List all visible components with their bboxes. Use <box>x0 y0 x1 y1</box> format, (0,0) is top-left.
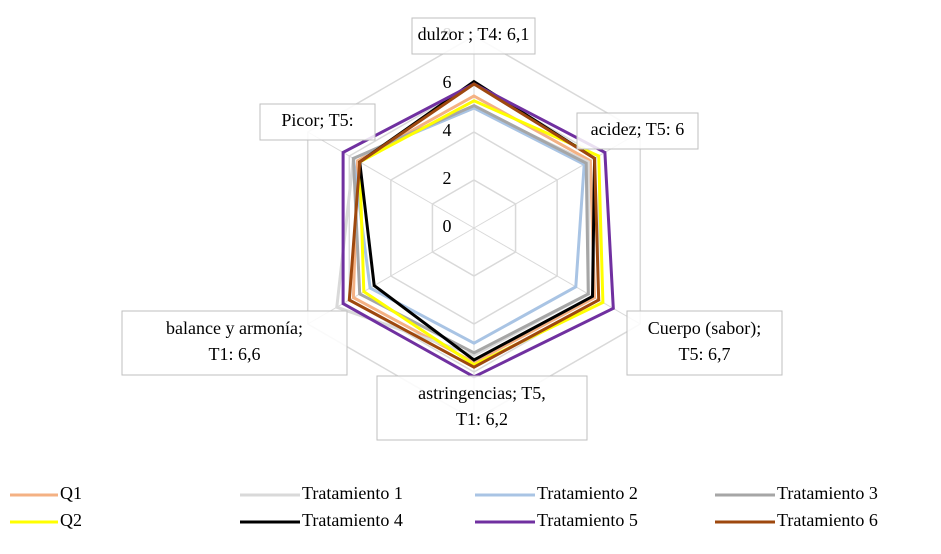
callout-label: balance y armonía; <box>166 318 303 338</box>
callout-label: dulzor ; T4: 6,1 <box>418 24 530 44</box>
legend-label: Tratamiento 5 <box>537 510 638 530</box>
legend-label: Tratamiento 1 <box>302 483 403 503</box>
callout-box <box>259 103 376 141</box>
grid-ring <box>390 131 558 325</box>
callout-box <box>121 310 348 376</box>
tick-label: 6 <box>443 72 452 92</box>
grid-ring <box>431 179 517 277</box>
callout-label: T5: 6,7 <box>679 344 731 364</box>
legend-label: Tratamiento 2 <box>537 483 638 503</box>
tick-label: 0 <box>443 216 452 236</box>
series-line <box>351 103 590 355</box>
callout-label: Picor; T5: <box>281 110 353 130</box>
tick-label: 4 <box>443 120 452 140</box>
callout-label: Cuerpo (sabor); <box>648 318 761 339</box>
legend-label: Tratamiento 3 <box>777 483 878 503</box>
series-line <box>347 82 601 369</box>
callout-box <box>576 112 699 150</box>
callout-label: acidez; T5: 6 <box>591 119 685 139</box>
tick-label: 2 <box>443 168 452 188</box>
callout-box <box>376 375 588 441</box>
callout-label: T1: 6,6 <box>209 344 261 364</box>
callout-label: T1: 6,2 <box>456 409 508 429</box>
legend-label: Q2 <box>60 510 82 530</box>
callout-box <box>411 17 536 55</box>
series-line <box>351 94 597 365</box>
legend-label: Tratamiento 4 <box>302 510 403 530</box>
legend-label: Q1 <box>60 483 82 503</box>
callout-label: astringencias; T5, <box>418 383 546 403</box>
legend-label: Tratamiento 6 <box>777 510 878 530</box>
callout-box <box>626 310 783 376</box>
